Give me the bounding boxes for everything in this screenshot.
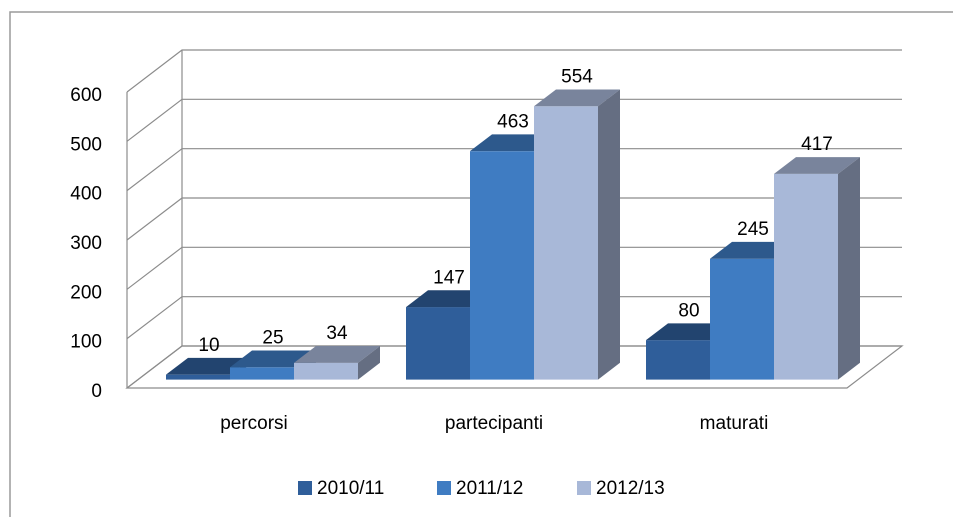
grid-line bbox=[126, 148, 902, 192]
legend-swatch bbox=[298, 481, 312, 495]
legend-swatch bbox=[577, 481, 591, 495]
bar-side bbox=[598, 89, 620, 380]
x-tick-label: maturati bbox=[700, 413, 769, 434]
x-tick-label: percorsi bbox=[220, 413, 288, 434]
data-label: 34 bbox=[326, 323, 348, 344]
grid-line bbox=[126, 98, 902, 142]
bar-top bbox=[534, 89, 620, 107]
y-tick-label: 200 bbox=[70, 282, 102, 303]
bar-front bbox=[646, 340, 710, 380]
bar-front bbox=[534, 106, 598, 380]
grid-line bbox=[126, 197, 902, 241]
y-tick-label: 0 bbox=[91, 381, 102, 402]
x-tick-label: partecipanti bbox=[445, 413, 543, 434]
bar-top bbox=[774, 157, 860, 174]
data-label: 417 bbox=[801, 134, 833, 155]
data-label: 147 bbox=[433, 267, 465, 288]
grid-line bbox=[126, 246, 902, 290]
grid-line bbox=[126, 49, 902, 93]
bar-front bbox=[406, 307, 470, 380]
data-label: 80 bbox=[678, 300, 699, 321]
y-tick-label: 500 bbox=[70, 134, 102, 155]
bar-front bbox=[294, 362, 358, 380]
data-label: 463 bbox=[497, 111, 529, 132]
legend-label: 2011/12 bbox=[456, 478, 523, 499]
grid-line bbox=[126, 296, 902, 340]
bar-front bbox=[166, 374, 230, 380]
bar-front bbox=[470, 151, 534, 380]
y-tick-label: 400 bbox=[70, 184, 102, 205]
y-tick-label: 600 bbox=[70, 85, 102, 106]
legend-label: 2012/13 bbox=[596, 478, 665, 499]
data-label: 554 bbox=[561, 67, 593, 88]
bar-front bbox=[710, 258, 774, 380]
legend-label: 2010/11 bbox=[317, 478, 384, 499]
bar-front bbox=[230, 367, 294, 380]
data-label: 10 bbox=[198, 335, 219, 356]
bar-top bbox=[294, 346, 380, 363]
bar-front bbox=[774, 173, 838, 380]
bar-side bbox=[838, 157, 860, 380]
data-label: 245 bbox=[737, 219, 769, 240]
y-tick-label: 100 bbox=[70, 332, 102, 353]
y-tick-label: 300 bbox=[70, 233, 102, 254]
legend-swatch bbox=[437, 481, 451, 495]
bar-side bbox=[358, 346, 380, 380]
data-label: 25 bbox=[262, 327, 283, 348]
